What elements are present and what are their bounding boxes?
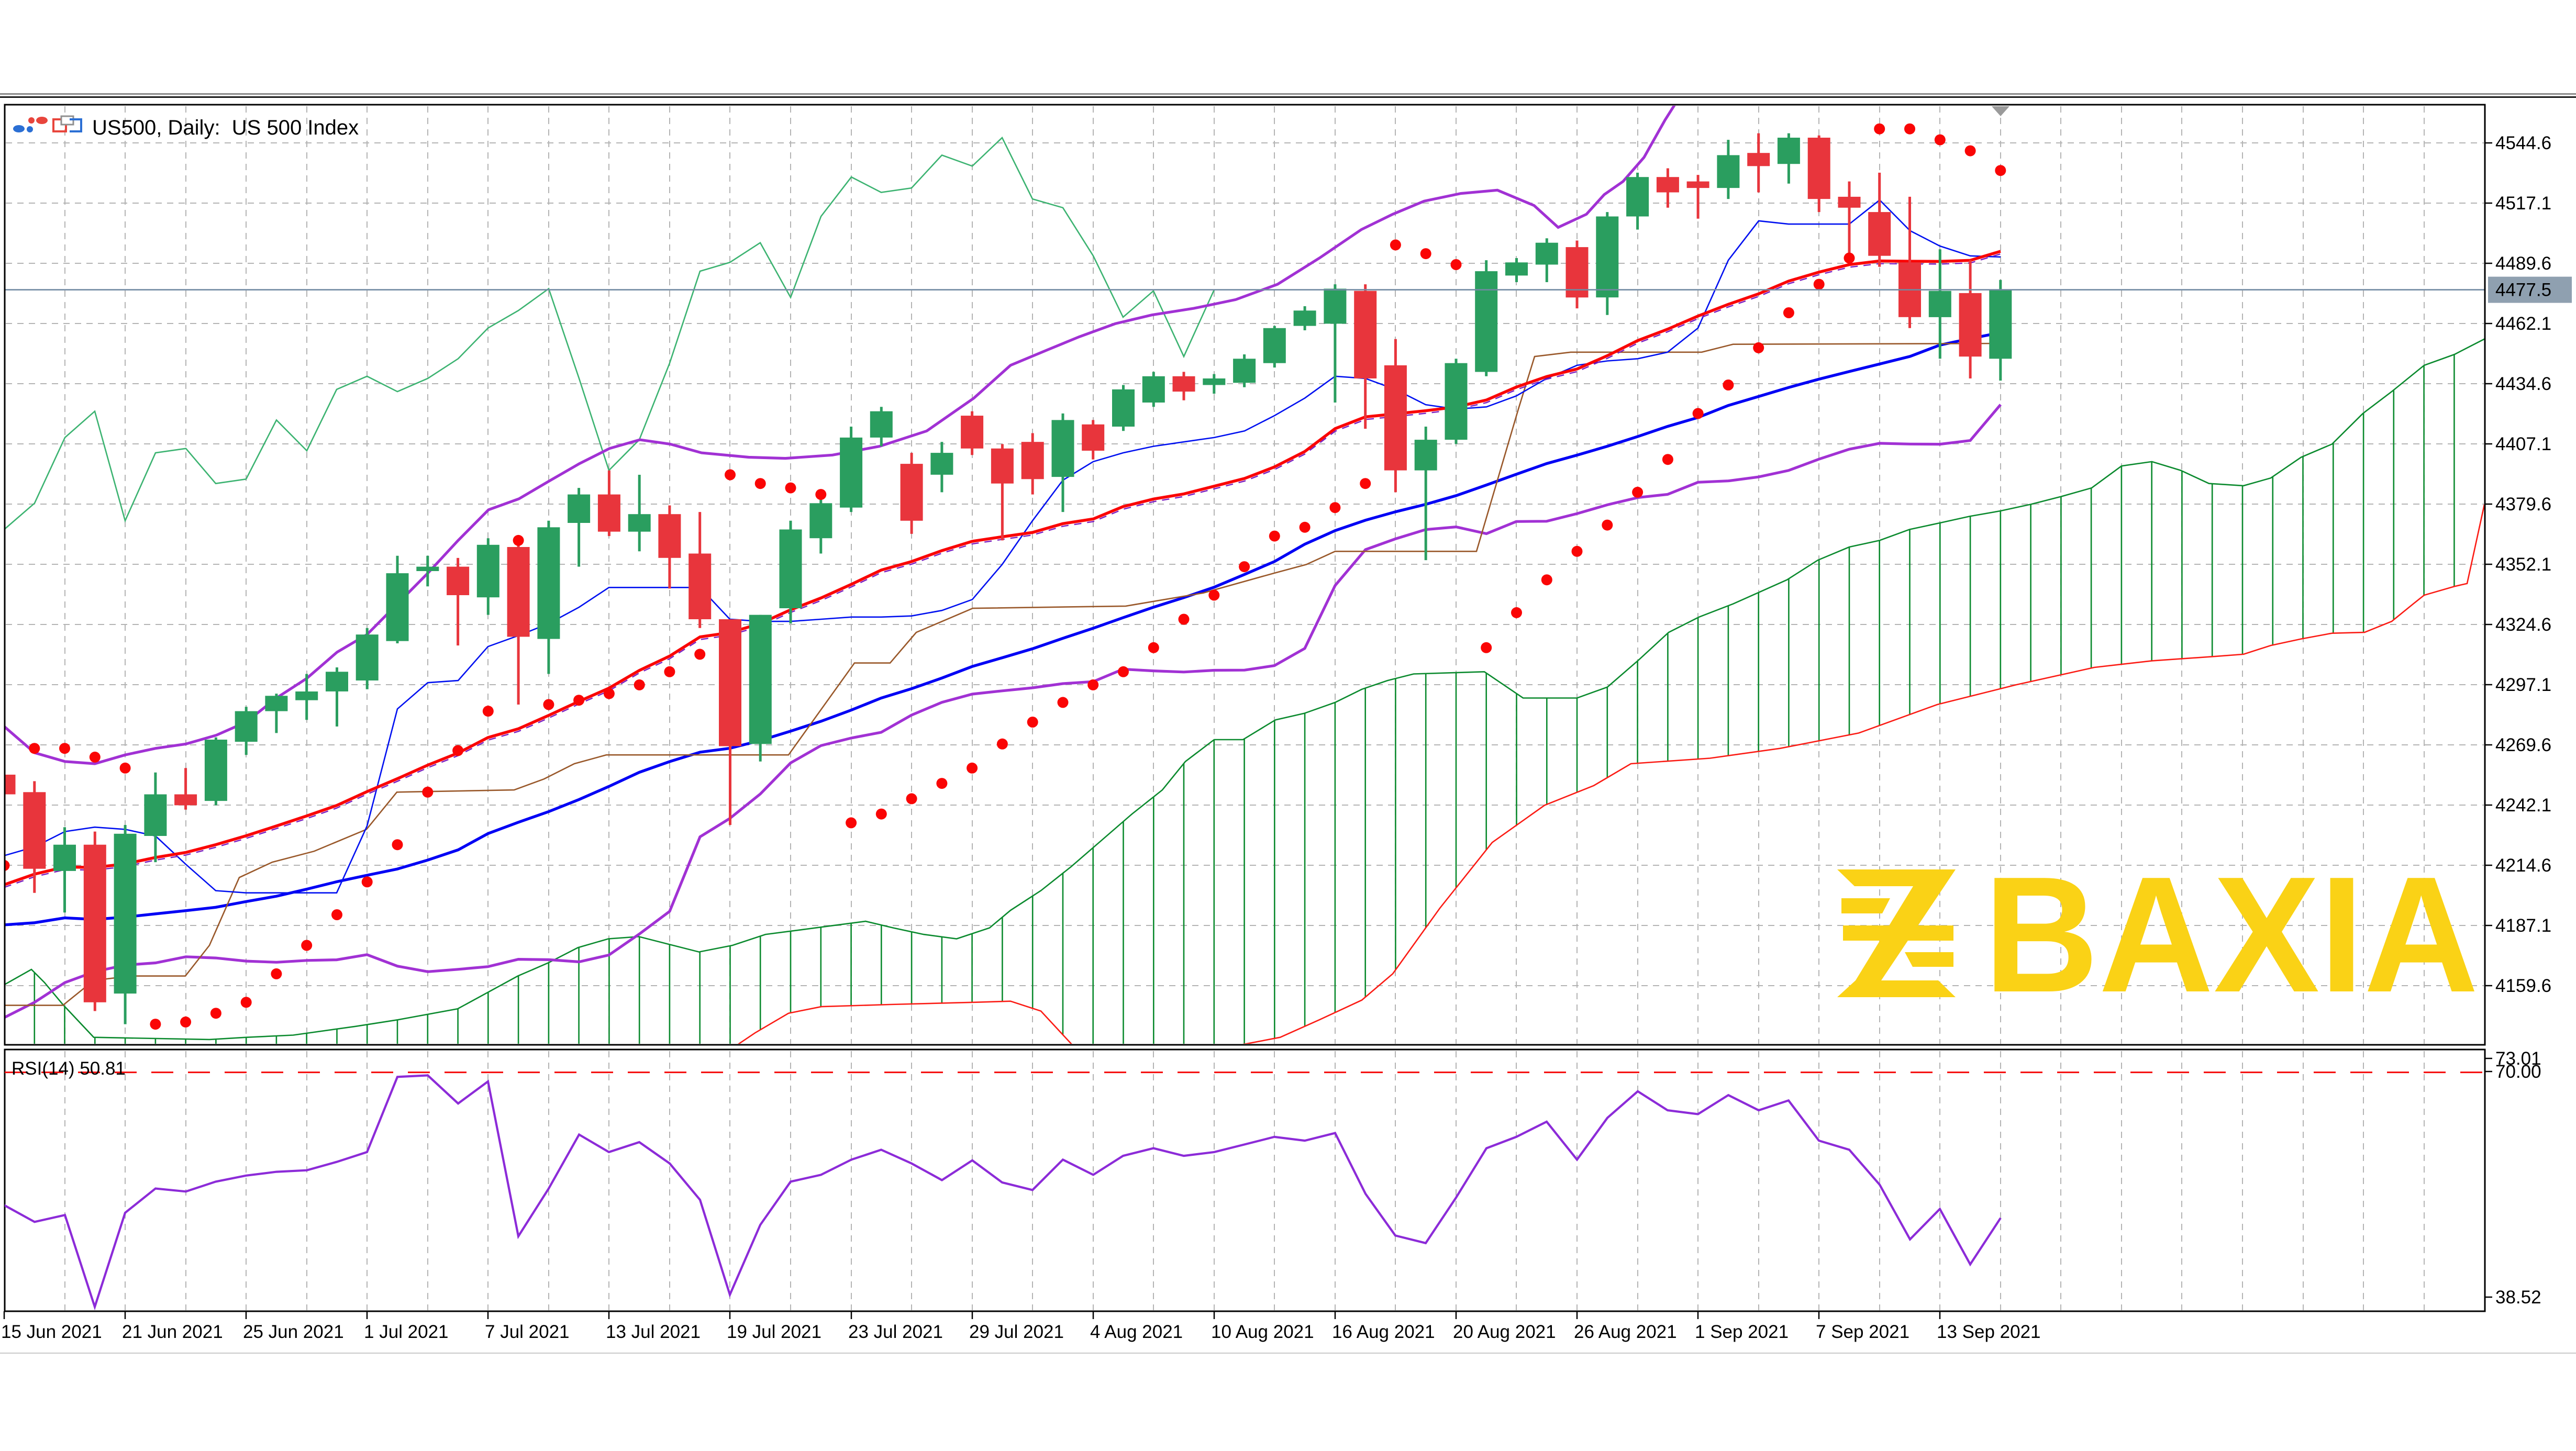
svg-text:US500, Daily: US 500 Index: US500, Daily: US 500 Index [92,116,359,139]
svg-text:19 Jul 2021: 19 Jul 2021 [727,1322,821,1342]
svg-text:7 Sep 2021: 7 Sep 2021 [1816,1322,1909,1342]
svg-text:1 Jul 2021: 1 Jul 2021 [364,1322,449,1342]
svg-text:4352.1: 4352.1 [2495,554,2551,575]
svg-text:RSI(14) 50.81: RSI(14) 50.81 [12,1058,126,1079]
svg-text:4434.6: 4434.6 [2495,374,2551,394]
svg-text:4 Aug 2021: 4 Aug 2021 [1090,1322,1183,1342]
svg-text:4462.1: 4462.1 [2495,314,2551,334]
svg-text:25 Jun 2021: 25 Jun 2021 [243,1322,344,1342]
svg-text:16 Aug 2021: 16 Aug 2021 [1332,1322,1435,1342]
svg-text:4407.1: 4407.1 [2495,434,2551,454]
svg-text:70.00: 70.00 [2495,1062,2541,1082]
svg-text:4489.6: 4489.6 [2495,253,2551,274]
svg-text:1 Sep 2021: 1 Sep 2021 [1695,1322,1789,1342]
svg-text:21 Jun 2021: 21 Jun 2021 [122,1322,223,1342]
svg-text:4187.1: 4187.1 [2495,916,2551,936]
svg-text:4269.6: 4269.6 [2495,735,2551,755]
svg-text:7 Jul 2021: 7 Jul 2021 [485,1322,570,1342]
svg-text:4159.6: 4159.6 [2495,976,2551,996]
svg-text:4324.6: 4324.6 [2495,615,2551,635]
svg-text:4214.6: 4214.6 [2495,855,2551,876]
svg-text:15 Jun 2021: 15 Jun 2021 [1,1322,102,1342]
svg-text:13 Jul 2021: 13 Jul 2021 [606,1322,701,1342]
svg-text:38.52: 38.52 [2495,1287,2541,1308]
svg-text:BAXIA: BAXIA [1984,842,2479,1026]
svg-text:10 Aug 2021: 10 Aug 2021 [1211,1322,1314,1342]
svg-text:26 Aug 2021: 26 Aug 2021 [1574,1322,1677,1342]
svg-text:29 Jul 2021: 29 Jul 2021 [969,1322,1064,1342]
svg-text:13 Sep 2021: 13 Sep 2021 [1937,1322,2041,1342]
svg-text:4517.1: 4517.1 [2495,193,2551,214]
svg-text:23 Jul 2021: 23 Jul 2021 [848,1322,943,1342]
svg-text:4242.1: 4242.1 [2495,795,2551,816]
svg-text:4477.5: 4477.5 [2495,280,2551,300]
svg-text:4297.1: 4297.1 [2495,675,2551,695]
svg-text:20 Aug 2021: 20 Aug 2021 [1453,1322,1556,1342]
svg-text:4379.6: 4379.6 [2495,494,2551,515]
svg-text:73.01: 73.01 [2495,1048,2541,1069]
svg-text:4544.6: 4544.6 [2495,133,2551,153]
